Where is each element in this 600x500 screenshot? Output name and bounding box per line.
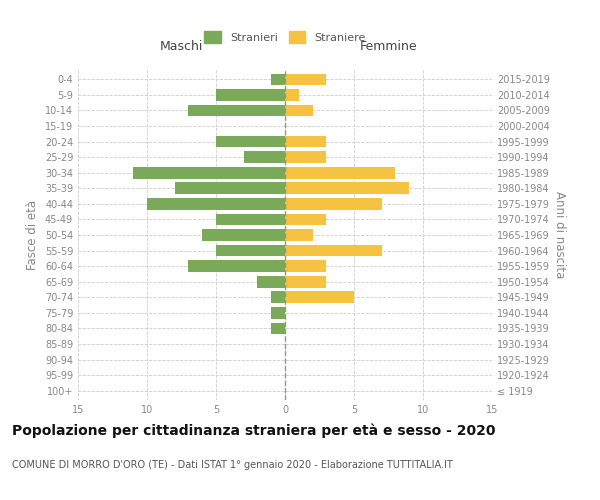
Text: COMUNE DI MORRO D'ORO (TE) - Dati ISTAT 1° gennaio 2020 - Elaborazione TUTTITALI: COMUNE DI MORRO D'ORO (TE) - Dati ISTAT … [12, 460, 453, 469]
Bar [216, 244, 285, 256]
Bar [271, 322, 285, 334]
Bar [285, 104, 313, 117]
Bar [202, 229, 285, 241]
Bar [216, 136, 285, 147]
Bar [271, 307, 285, 318]
Bar [147, 198, 285, 209]
Bar [257, 276, 285, 287]
Bar [216, 214, 285, 226]
Bar [285, 292, 354, 303]
Text: Femmine: Femmine [359, 40, 418, 52]
Bar [285, 89, 299, 101]
Y-axis label: Fasce di età: Fasce di età [26, 200, 39, 270]
Bar [285, 229, 313, 241]
Bar [285, 167, 395, 178]
Text: Popolazione per cittadinanza straniera per età e sesso - 2020: Popolazione per cittadinanza straniera p… [12, 424, 496, 438]
Bar [285, 276, 326, 287]
Bar [175, 182, 285, 194]
Bar [271, 74, 285, 85]
Bar [216, 89, 285, 101]
Bar [244, 152, 285, 163]
Bar [188, 104, 285, 117]
Legend: Stranieri, Straniere: Stranieri, Straniere [201, 28, 369, 46]
Bar [285, 214, 326, 226]
Bar [188, 260, 285, 272]
Bar [285, 244, 382, 256]
Bar [285, 152, 326, 163]
Bar [285, 260, 326, 272]
Bar [133, 167, 285, 178]
Y-axis label: Anni di nascita: Anni di nascita [553, 192, 566, 278]
Bar [285, 136, 326, 147]
Bar [271, 292, 285, 303]
Text: Maschi: Maschi [160, 40, 203, 52]
Bar [285, 198, 382, 209]
Bar [285, 74, 326, 85]
Bar [285, 182, 409, 194]
